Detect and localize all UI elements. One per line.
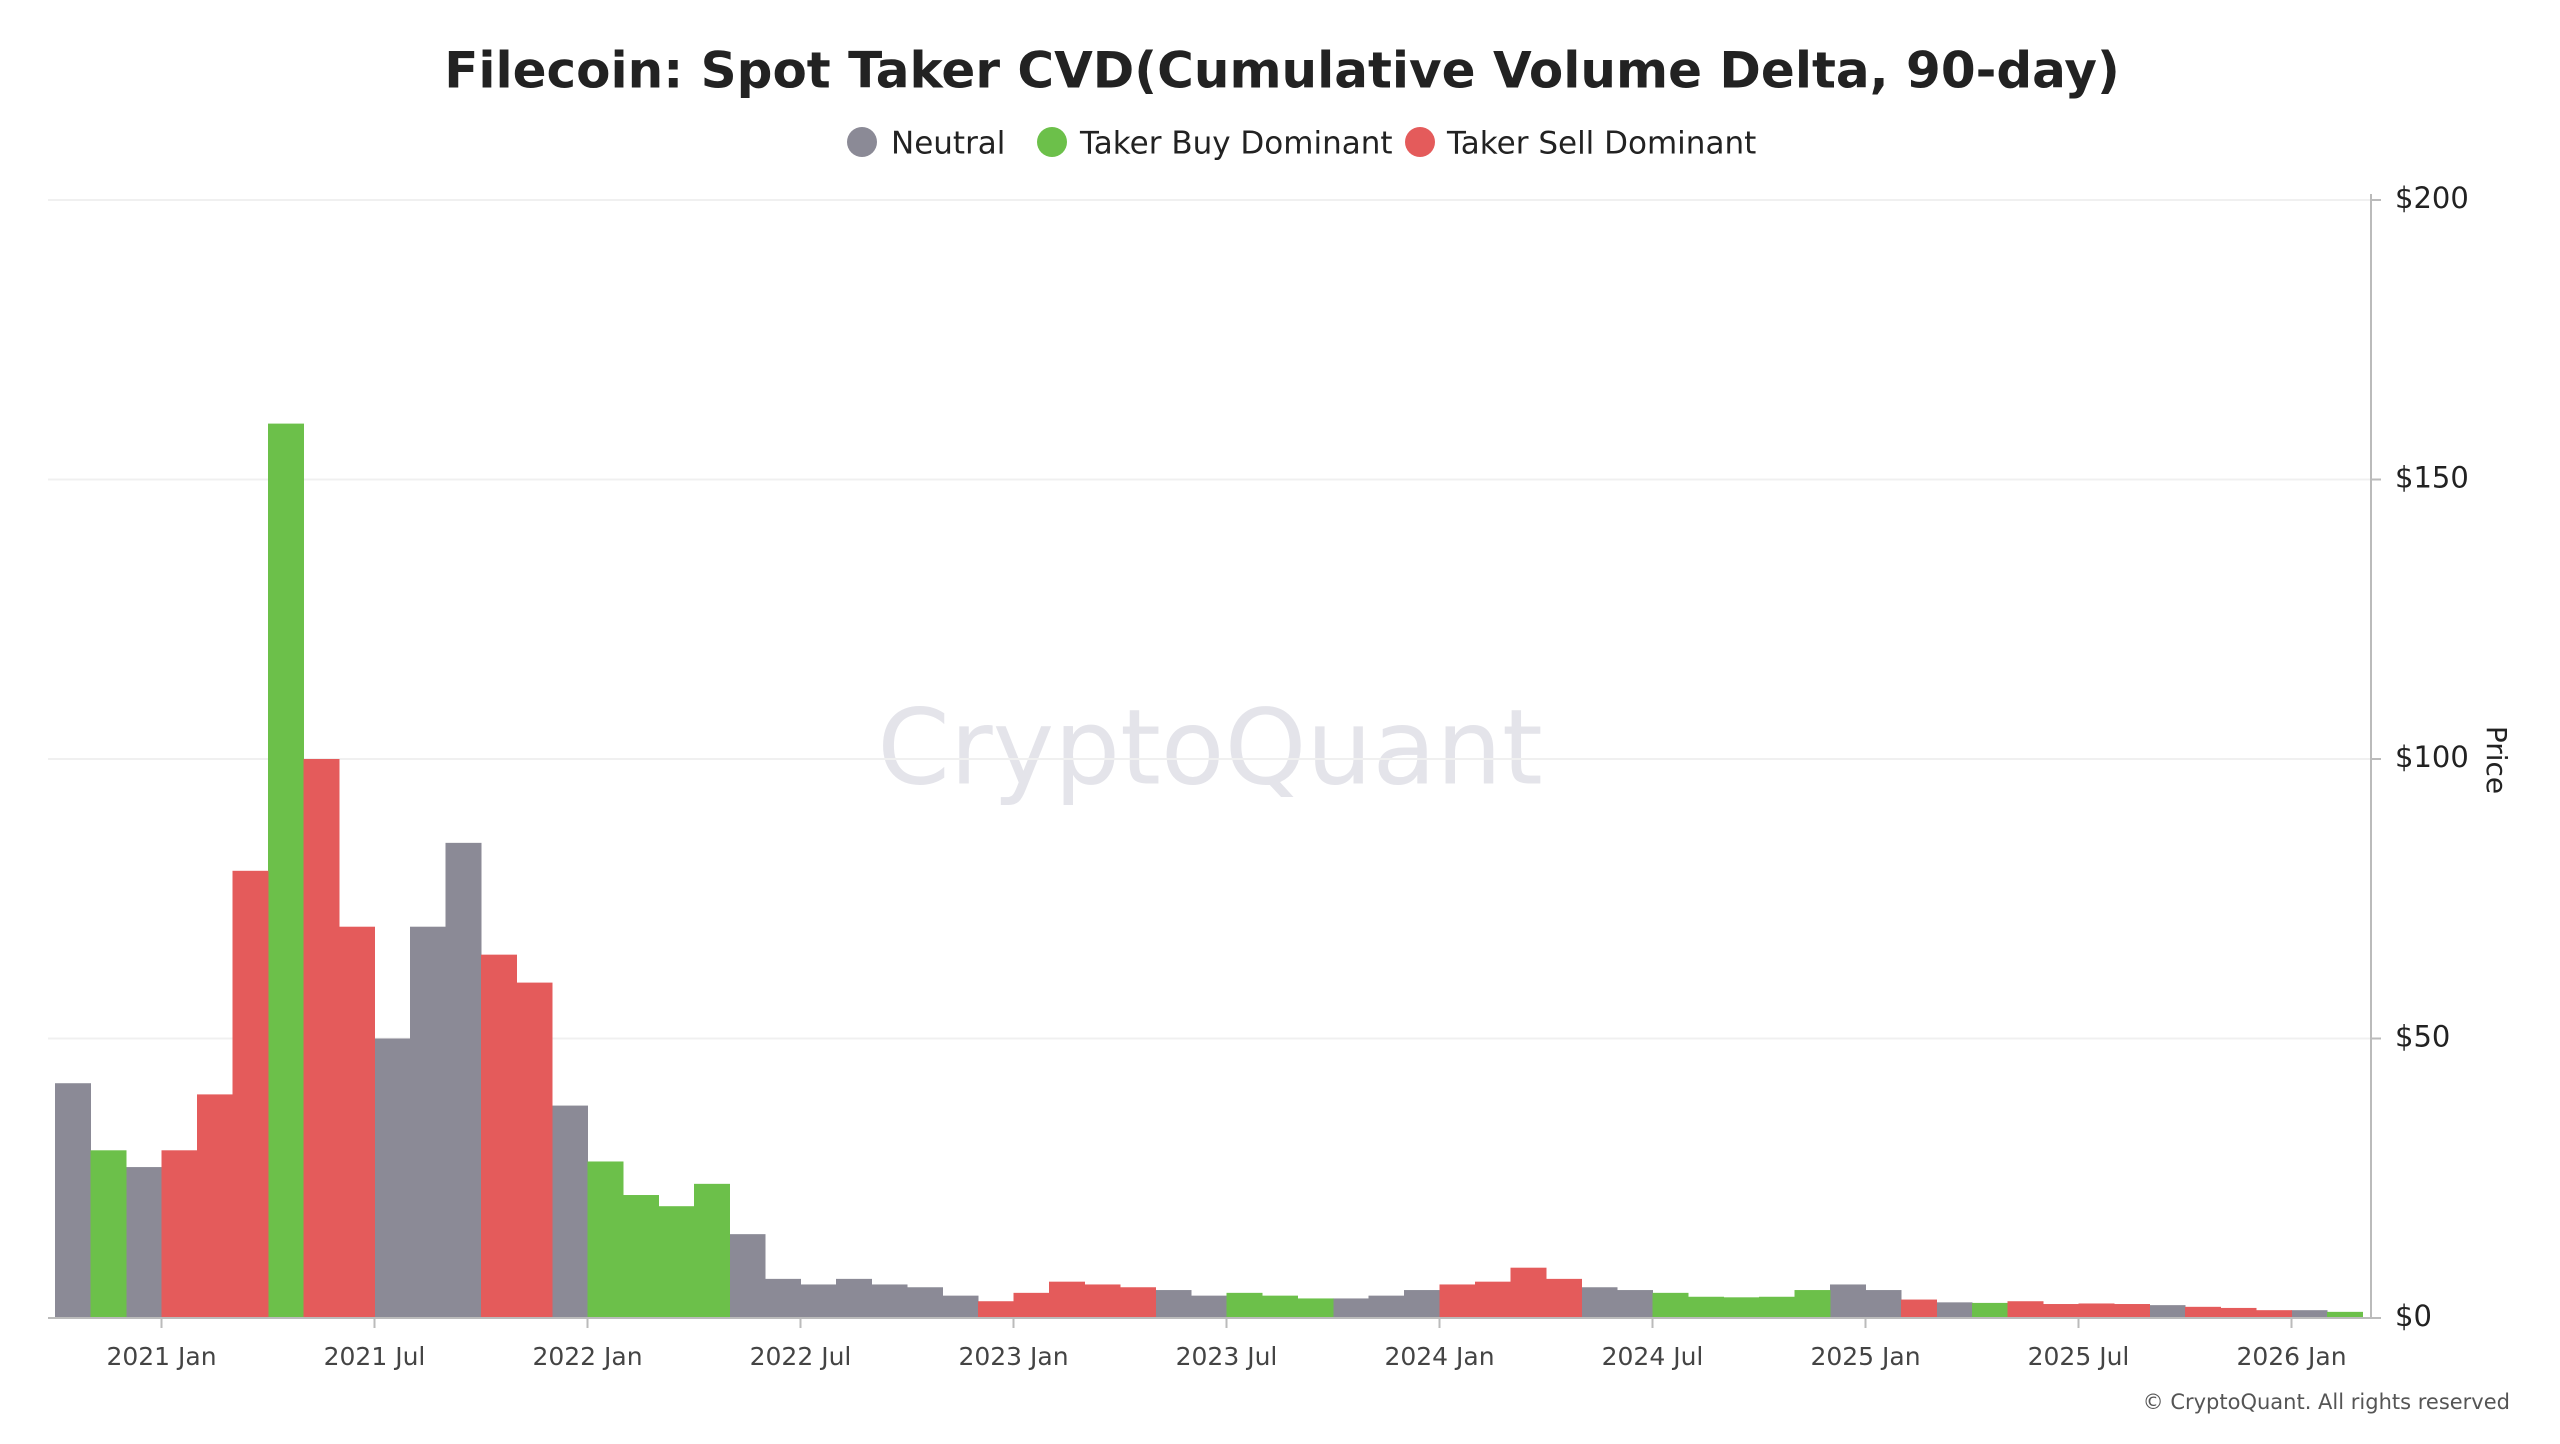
x-tick-label: 2026 Jan (2236, 1342, 2346, 1371)
copyright: © CryptoQuant. All rights reserved (2143, 1390, 2510, 1414)
x-tick-label: 2021 Jan (106, 1342, 216, 1371)
legend-marker (1405, 127, 1435, 157)
bar (587, 1161, 624, 1318)
bar (1936, 1302, 1973, 1318)
bar (658, 1206, 695, 1318)
bar (481, 954, 517, 1318)
bar (1617, 1290, 1653, 1318)
bar (907, 1287, 943, 1318)
bar (516, 982, 553, 1318)
bar (694, 1183, 730, 1318)
bar (2256, 1310, 2292, 1318)
bar (1865, 1290, 1902, 1318)
bar (374, 1038, 411, 1318)
x-tick-label: 2024 Jan (1384, 1342, 1494, 1371)
bar (197, 1094, 233, 1318)
bar (1084, 1284, 1121, 1318)
x-tick-label: 2025 Jul (2028, 1342, 2130, 1371)
y-axis-label: Price (2480, 726, 2513, 794)
bar (729, 1234, 766, 1318)
bar (55, 1083, 91, 1318)
bar (1510, 1267, 1547, 1318)
legend-marker (1037, 127, 1067, 157)
bar (1652, 1292, 1689, 1318)
bar (1439, 1284, 1476, 1318)
bar (2114, 1304, 2150, 1318)
x-tick-label: 2022 Jan (532, 1342, 642, 1371)
legend-label: Taker Buy Dominant (1079, 126, 1393, 162)
bar (1759, 1296, 1795, 1318)
bar (410, 926, 446, 1318)
bar (942, 1295, 979, 1318)
bar (339, 926, 375, 1318)
bar (2007, 1301, 2044, 1318)
chart-title: Filecoin: Spot Taker CVD(Cumulative Volu… (444, 42, 2120, 100)
legend-label: Taker Sell Dominant (1446, 126, 1756, 162)
bar (1688, 1296, 1724, 1318)
bar (1191, 1295, 1227, 1318)
bar (2149, 1305, 2186, 1318)
legend-label: Neutral (891, 126, 1005, 162)
bar (1049, 1281, 1085, 1318)
bar (268, 423, 304, 1319)
bar (1581, 1287, 1618, 1318)
y-tick-label: $100 (2395, 740, 2469, 774)
bar (445, 842, 482, 1318)
bar (1475, 1281, 1511, 1318)
bar (1830, 1284, 1866, 1318)
bar (836, 1278, 872, 1318)
bar (2078, 1303, 2115, 1318)
bar (800, 1284, 837, 1318)
bar (1226, 1292, 1263, 1318)
bar (2220, 1307, 2257, 1318)
bar (1972, 1302, 2008, 1318)
bar (552, 1105, 588, 1318)
bar (1901, 1299, 1937, 1318)
bar (623, 1195, 659, 1318)
x-tick-label: 2022 Jul (750, 1342, 852, 1371)
y-tick-label: $150 (2395, 461, 2469, 495)
y-tick-label: $50 (2395, 1020, 2450, 1054)
bar (126, 1167, 162, 1318)
bar (1333, 1298, 1369, 1318)
bar (1120, 1287, 1156, 1318)
y-tick-label: $200 (2395, 181, 2469, 215)
x-tick-label: 2025 Jan (1810, 1342, 1920, 1371)
bar (2327, 1311, 2363, 1318)
bar (1546, 1278, 1582, 1318)
x-tick-label: 2023 Jan (958, 1342, 1068, 1371)
bar (1155, 1290, 1192, 1318)
bar (1404, 1290, 1440, 1318)
bar (232, 870, 269, 1318)
bar (2043, 1304, 2079, 1318)
bar (1297, 1298, 1334, 1318)
bar (1368, 1295, 1405, 1318)
x-tick-label: 2021 Jul (324, 1342, 426, 1371)
bar (2185, 1306, 2221, 1318)
x-tick-label: 2023 Jul (1176, 1342, 1278, 1371)
bar (871, 1284, 908, 1318)
watermark: CryptoQuant (877, 686, 1543, 808)
bar (1262, 1295, 1298, 1318)
y-tick-label: $0 (2395, 1299, 2432, 1333)
legend-marker (847, 127, 877, 157)
bar (161, 1150, 198, 1318)
bar (1794, 1290, 1831, 1318)
bar (1013, 1292, 1050, 1318)
bar (303, 759, 340, 1318)
bar (2291, 1310, 2328, 1318)
bar (90, 1150, 127, 1318)
x-tick-label: 2024 Jul (1602, 1342, 1704, 1371)
bar (978, 1301, 1014, 1318)
bar (1723, 1297, 1760, 1318)
bar (765, 1278, 801, 1318)
